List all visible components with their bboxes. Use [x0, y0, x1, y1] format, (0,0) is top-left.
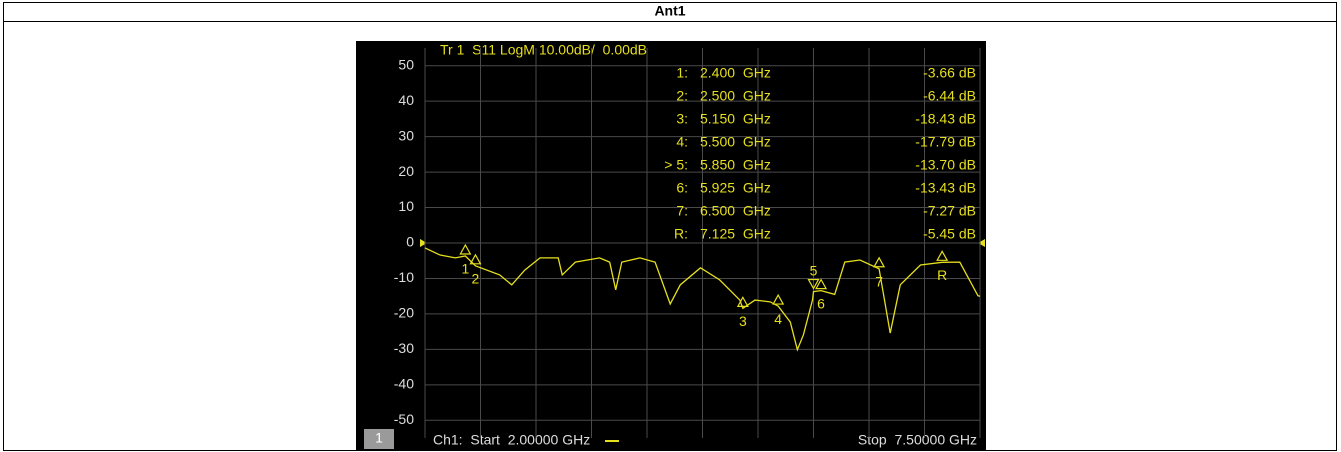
- y-tick-label: -10: [394, 269, 414, 285]
- y-tick-label: 0: [406, 234, 414, 250]
- marker-tag: 7: [875, 273, 883, 289]
- marker-list-freq: 5.150 GHz: [700, 111, 771, 127]
- y-tick-label: 10: [398, 198, 414, 214]
- marker-list-label: R:: [674, 226, 688, 242]
- ref-left: [420, 239, 427, 247]
- marker: [936, 250, 949, 261]
- marker: [815, 278, 828, 290]
- marker: [873, 256, 886, 268]
- marker-list-freq: 7.125 GHz: [700, 226, 771, 242]
- y-tick-label: -30: [394, 340, 414, 356]
- marker-list-freq: 6.500 GHz: [700, 203, 771, 219]
- marker-list-label: 6:: [676, 180, 688, 196]
- x-stop-label: Stop 7.50000 GHz: [858, 432, 977, 448]
- channel-badge-box: [364, 429, 394, 449]
- ref-right: [978, 239, 985, 247]
- marker: [772, 293, 785, 305]
- y-tick-label: 30: [398, 127, 414, 143]
- marker-list-freq: 2.400 GHz: [700, 65, 771, 81]
- marker-list-label: 2:: [676, 88, 688, 104]
- marker: [736, 296, 749, 307]
- marker: [469, 253, 482, 265]
- marker-list-freq: 2.500 GHz: [700, 88, 771, 104]
- marker-list-label: 4:: [676, 134, 688, 150]
- y-tick-label: -40: [394, 376, 414, 392]
- marker-tag: 5: [810, 262, 818, 278]
- marker-tag: 6: [817, 295, 825, 311]
- table-title: Ant1: [654, 3, 685, 19]
- marker-list-value: -17.79 dB: [915, 134, 976, 150]
- marker-tag: 1: [461, 261, 469, 277]
- marker-list-freq: 5.500 GHz: [700, 134, 771, 150]
- y-tick-label: -50: [394, 411, 414, 427]
- marker-list-value: -18.43 dB: [915, 111, 976, 127]
- trace-title: Tr 1 S11 LogM 10.00dB/ 0.00dB: [440, 42, 647, 58]
- marker-list-value: -7.27 dB: [923, 203, 976, 219]
- marker-tag: 3: [739, 313, 747, 329]
- marker-list-value: -5.45 dB: [923, 226, 976, 242]
- marker-list-value: -13.70 dB: [915, 157, 976, 173]
- y-tick-label: -20: [394, 305, 414, 321]
- marker-list-value: -13.43 dB: [915, 180, 976, 196]
- marker-list-label: 3:: [676, 111, 688, 127]
- marker: [807, 278, 820, 290]
- y-tick-label: 50: [398, 56, 414, 72]
- marker-tag: 4: [774, 311, 782, 327]
- channel-badge: 1: [375, 430, 383, 446]
- marker-list-value: -3.66 dB: [923, 65, 976, 81]
- y-tick-label: 20: [398, 163, 414, 179]
- marker-list-label: 7:: [676, 203, 688, 219]
- marker-tag: R: [937, 267, 947, 283]
- x-start-label: Ch1: Start 2.00000 GHz: [433, 432, 590, 448]
- screen: [356, 41, 986, 451]
- marker-list-freq: 5.850 GHz: [700, 157, 771, 173]
- y-tick-label: 40: [398, 92, 414, 108]
- marker-list-label: > 5:: [664, 157, 688, 173]
- marker-list-freq: 5.925 GHz: [700, 180, 771, 196]
- marker: [459, 243, 472, 255]
- marker-list-value: -6.44 dB: [923, 88, 976, 104]
- marker-tag: 2: [472, 271, 480, 287]
- marker-list-label: 1:: [676, 65, 688, 81]
